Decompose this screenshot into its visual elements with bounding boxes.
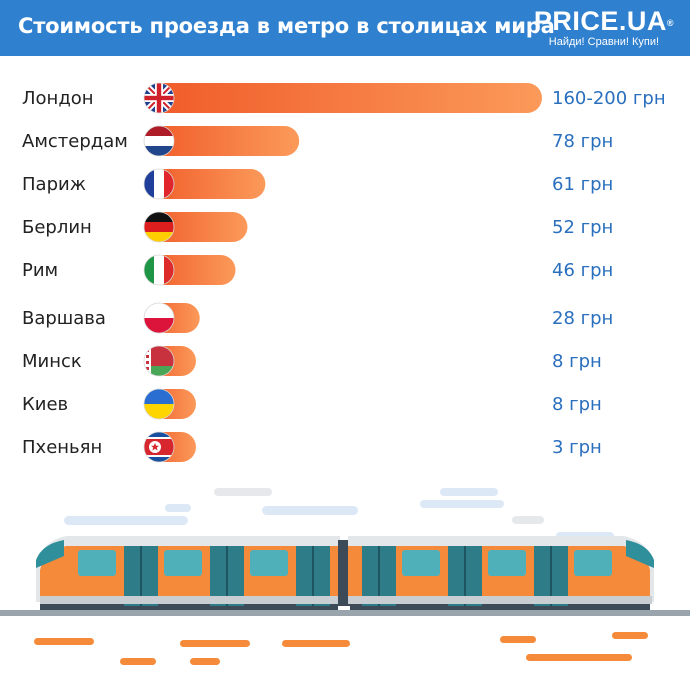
north-korea-flag bbox=[143, 431, 175, 463]
train-coupler bbox=[338, 540, 350, 606]
city-label: Минск bbox=[22, 351, 82, 372]
header-banner: Стоимость проезда в метро в столицах мир… bbox=[0, 0, 690, 56]
germany-flag bbox=[143, 211, 175, 243]
uk-flag bbox=[143, 82, 175, 114]
ukraine-flag bbox=[143, 388, 175, 420]
value-label: 160-200 грн bbox=[552, 88, 666, 109]
poland-flag bbox=[143, 302, 175, 334]
train-car-left bbox=[36, 536, 340, 610]
cloud bbox=[440, 488, 498, 496]
cloud bbox=[165, 504, 191, 512]
cloud bbox=[262, 506, 358, 515]
city-label: Амстердам bbox=[22, 131, 128, 152]
city-label: Рим bbox=[22, 260, 58, 281]
speed-streak bbox=[526, 654, 632, 661]
cloud bbox=[64, 516, 188, 525]
italy-flag bbox=[143, 254, 175, 286]
city-label: Варшава bbox=[22, 308, 106, 329]
speed-streak bbox=[612, 632, 648, 639]
bar-2 bbox=[144, 126, 300, 156]
value-label: 52 грн bbox=[552, 217, 613, 238]
city-label: Берлин bbox=[22, 217, 92, 238]
rail bbox=[0, 610, 690, 616]
speed-streak bbox=[34, 638, 94, 645]
page-title: Стоимость проезда в метро в столицах мир… bbox=[18, 14, 555, 38]
value-label: 46 грн bbox=[552, 260, 613, 281]
speed-streak bbox=[120, 658, 156, 665]
value-label: 3 грн bbox=[552, 437, 602, 458]
speed-streak bbox=[500, 636, 536, 643]
city-label: Лондон bbox=[22, 88, 94, 109]
netherlands-flag bbox=[143, 125, 175, 157]
value-label: 78 грн bbox=[552, 131, 613, 152]
value-label: 28 грн bbox=[552, 308, 613, 329]
metro-train-illustration bbox=[0, 488, 690, 665]
value-label: 8 грн bbox=[552, 394, 602, 415]
logo-registered-mark: ® bbox=[666, 18, 674, 28]
city-label: Киев bbox=[22, 394, 68, 415]
bar-1 bbox=[144, 83, 542, 113]
logo-brand: PRICE.UA bbox=[533, 6, 667, 36]
logo-tagline: Найди! Сравни! Купи! bbox=[548, 36, 660, 48]
speed-streak bbox=[180, 640, 250, 647]
value-label: 61 грн bbox=[552, 174, 613, 195]
train-car-right bbox=[348, 536, 654, 610]
cloud bbox=[420, 500, 504, 508]
belarus-flag bbox=[143, 345, 175, 377]
speed-streak bbox=[190, 658, 220, 665]
speed-streak bbox=[282, 640, 350, 647]
bar-3 bbox=[144, 169, 266, 199]
france-flag bbox=[143, 168, 175, 200]
value-label: 8 грн bbox=[552, 351, 602, 372]
bar-chart: Лондон 160-200 грн Амстердам 78 грн Париж 61 … bbox=[22, 82, 666, 463]
city-label: Париж bbox=[22, 174, 86, 195]
city-label: Пхеньян bbox=[22, 437, 102, 458]
cloud bbox=[214, 488, 272, 496]
price-ua-logo[interactable]: PRICE.UA® Найди! Сравни! Купи! bbox=[534, 6, 674, 48]
cloud bbox=[512, 516, 544, 524]
